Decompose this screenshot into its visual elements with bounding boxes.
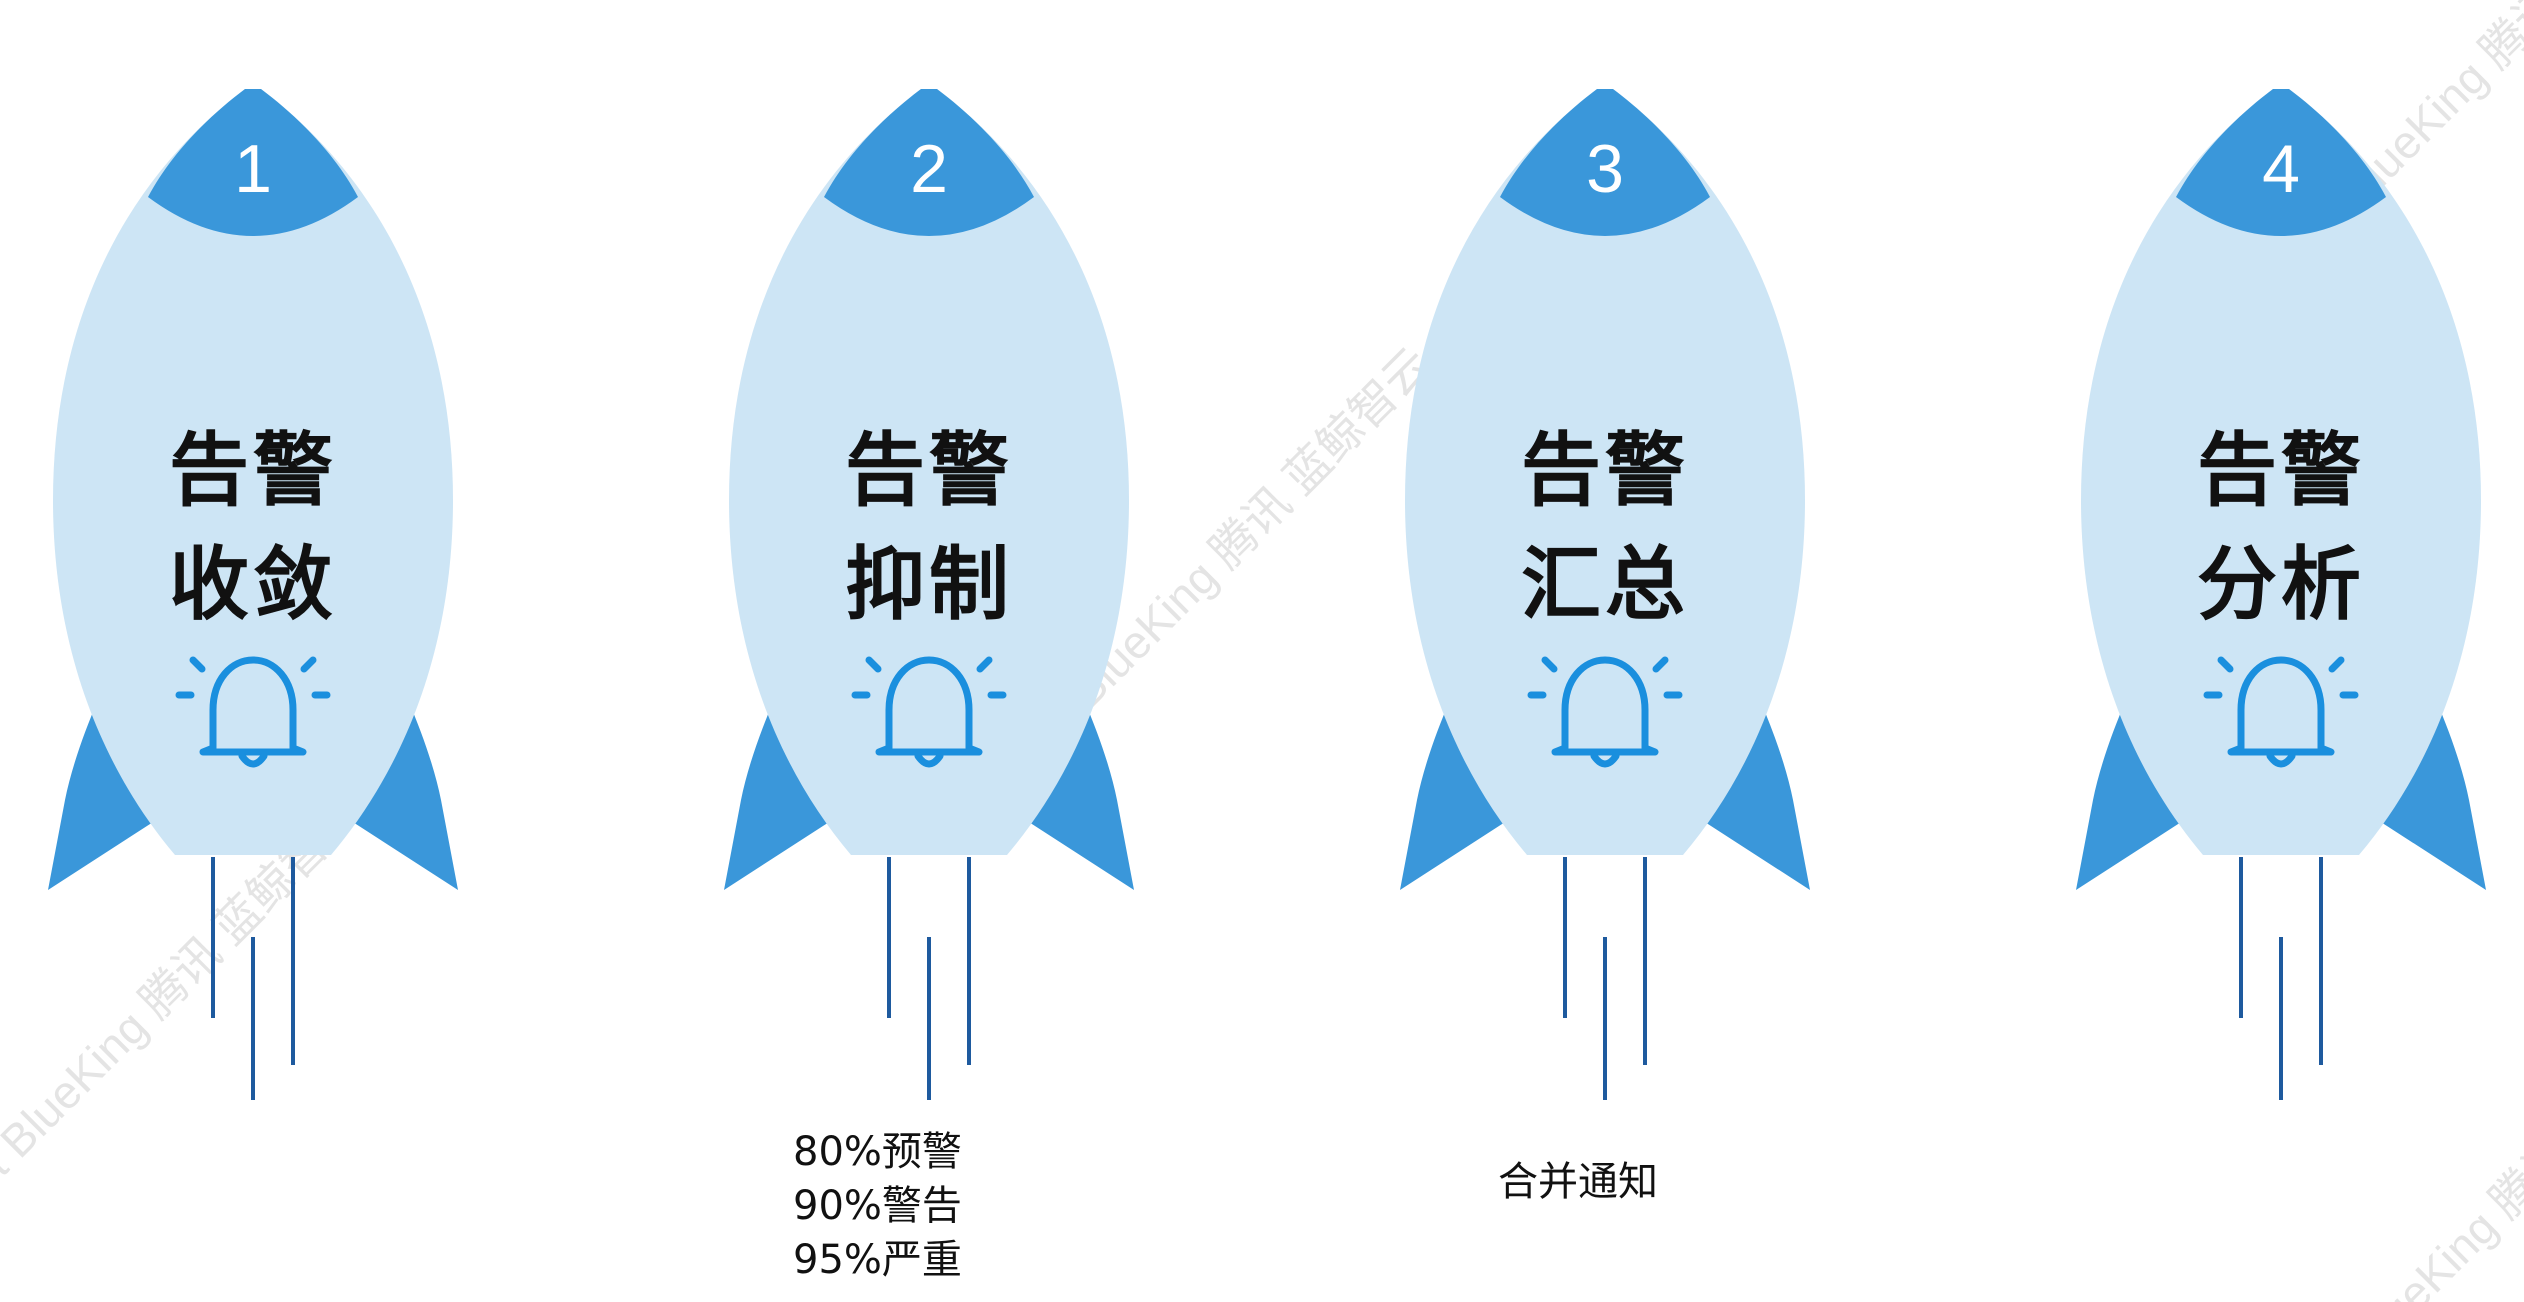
right-fin (2370, 700, 2486, 890)
rocket-number: 2 (910, 131, 948, 207)
rocket-title-line2: 分析 (2197, 538, 2365, 631)
right-fin (1694, 700, 1810, 890)
left-fin (724, 700, 840, 890)
note-text: 90%警告 (793, 1183, 962, 1229)
note-text: 合并通知 (1498, 1159, 1658, 1205)
exhaust-lines (211, 857, 295, 1100)
rocket-title-line1: 告警 (169, 424, 337, 517)
exhaust-lines (887, 857, 971, 1100)
rocket-nose (148, 89, 358, 236)
rocket-body (1405, 89, 1805, 855)
rocket-title-line2: 收敛 (169, 538, 337, 631)
rocket-body (729, 89, 1129, 855)
rocket-number: 1 (234, 131, 272, 207)
rocket-number: 4 (2262, 131, 2300, 207)
rocket-nose (824, 89, 1034, 236)
rocket-title-line1: 告警 (845, 424, 1013, 517)
rocket-body (53, 89, 453, 855)
rocket-nose (2176, 89, 2386, 236)
bell-icon (851, 656, 1007, 768)
right-fin (1018, 700, 1134, 890)
left-fin (2076, 700, 2192, 890)
left-fin (1400, 700, 1516, 890)
left-fin (48, 700, 164, 890)
rocket-body (2081, 89, 2481, 855)
right-fin (342, 700, 458, 890)
rocket-title-line2: 汇总 (1521, 538, 1689, 631)
exhaust-lines (2239, 857, 2323, 1100)
rocket-title-line2: 抑制 (845, 538, 1013, 631)
watermark: Tencent BlueKing 腾讯 蓝鲸智云 (2217, 987, 2524, 1302)
rocket-title-line1: 告警 (1521, 424, 1689, 517)
bell-icon (1527, 656, 1683, 768)
bell-icon (175, 656, 331, 768)
rocket-nose (1500, 89, 1710, 236)
rocket-title-line1: 告警 (2197, 424, 2365, 517)
rocket-number: 3 (1586, 131, 1624, 207)
note-text: 95%严重 (793, 1237, 962, 1283)
exhaust-lines (1563, 857, 1647, 1100)
note-text: 80%预警 (793, 1129, 962, 1175)
bell-icon (2203, 656, 2359, 768)
